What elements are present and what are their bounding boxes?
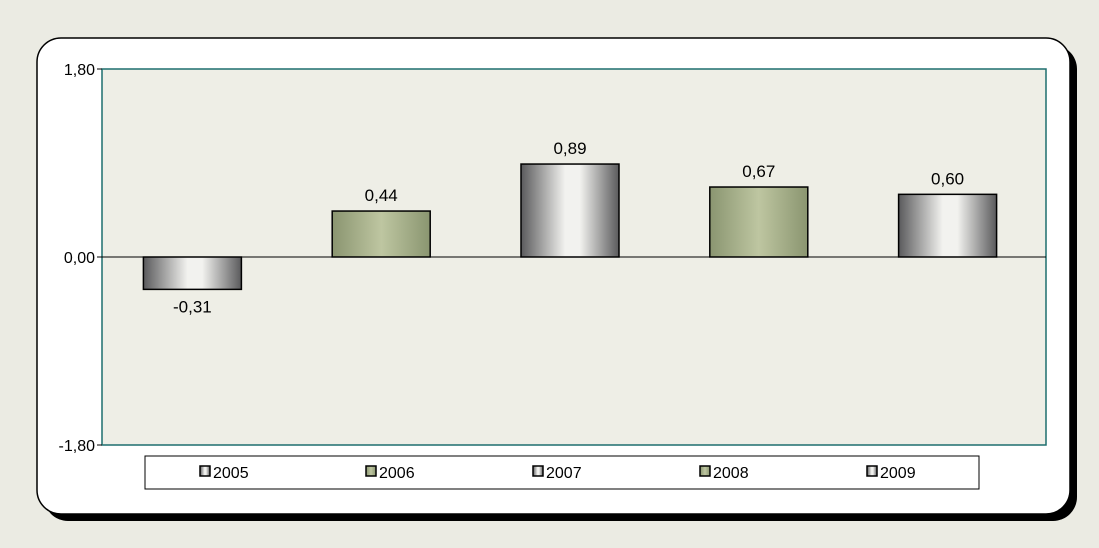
legend-label: 2005 <box>213 465 249 482</box>
data-label: 0,67 <box>742 162 775 181</box>
y-axis: 1,80 0,00 -1,80 <box>59 62 102 455</box>
bar-2007 <box>520 163 620 258</box>
legend-label: 2006 <box>379 465 415 482</box>
y-tick-label: -1,80 <box>59 438 96 455</box>
legend-swatch-2008 <box>699 465 711 477</box>
legend-label: 2008 <box>713 465 749 482</box>
legend-swatch-2007 <box>532 465 544 477</box>
bar-2009 <box>897 193 998 258</box>
data-label: 0,60 <box>931 169 964 188</box>
bar-2006 <box>331 210 431 258</box>
legend-swatch-2005 <box>199 465 211 477</box>
legend-box <box>144 455 980 490</box>
bar-2005 <box>142 256 243 291</box>
data-label: 0,89 <box>553 139 586 158</box>
legend-swatch-2006 <box>365 465 377 477</box>
legend-label: 2007 <box>546 465 582 482</box>
data-label: -0,31 <box>173 297 212 316</box>
legend: 2005 2006 2007 2008 2009 <box>199 465 916 482</box>
bars <box>142 163 998 291</box>
y-tick-label: 1,80 <box>64 62 95 79</box>
legend-label: 2009 <box>880 465 916 482</box>
data-labels: -0,31 0,44 0,89 0,67 0,60 <box>173 139 964 316</box>
data-label: 0,44 <box>365 186 398 205</box>
bar-2008 <box>709 186 809 258</box>
legend-swatch-2009 <box>866 465 878 477</box>
y-tick-label: 0,00 <box>64 250 95 267</box>
